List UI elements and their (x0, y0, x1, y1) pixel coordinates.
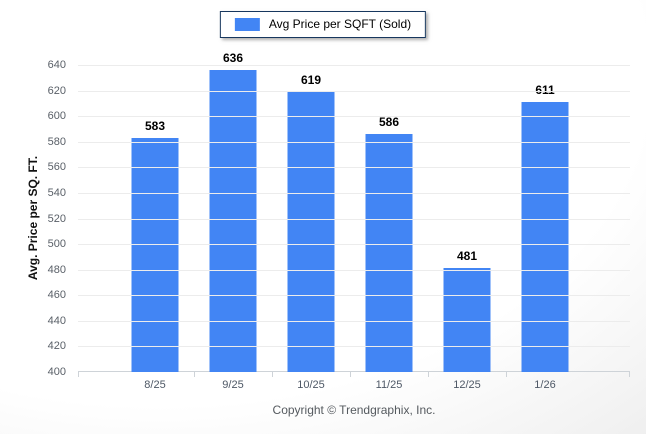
bar-slot: 481 12/25 (428, 65, 506, 391)
copyright-text: Copyright © Trendgraphix, Inc. (272, 403, 436, 417)
gridline (78, 218, 630, 220)
y-tick-label: 440 (47, 314, 66, 327)
gridline (78, 269, 630, 271)
y-tick-label: 420 (47, 340, 66, 353)
y-tick-label: 540 (47, 186, 66, 199)
y-tick-label: 620 (47, 84, 66, 97)
bar-slot: 586 11/25 (350, 65, 428, 391)
bar-12/25 (443, 268, 491, 372)
x-axis-tick (428, 372, 429, 377)
x-axis-tick (350, 372, 351, 377)
gridline (78, 295, 630, 297)
gridline (78, 116, 630, 118)
bar-value-label: 481 (456, 249, 478, 264)
gridline (78, 167, 630, 169)
x-axis-tick (629, 372, 630, 377)
legend-box: Avg Price per SQFT (Sold) (219, 11, 427, 38)
bar-8/25 (131, 137, 179, 372)
legend-label: Avg Price per SQFT (Sold) (268, 17, 412, 31)
bar-10/25 (287, 91, 335, 372)
bar-slot: 619 10/25 (272, 65, 350, 391)
x-axis-tick (506, 372, 507, 377)
y-tick-label: 520 (47, 212, 66, 225)
y-tick-label: 480 (47, 263, 66, 276)
gridline (78, 244, 630, 246)
x-category-label: 8/25 (144, 379, 166, 391)
x-axis-tick (272, 372, 273, 377)
bar-slot: 611 1/26 (506, 65, 584, 391)
y-tick-label: 460 (47, 289, 66, 302)
x-axis-tick (78, 372, 79, 377)
x-category-label: 10/25 (297, 379, 325, 391)
y-tick-label: 500 (47, 238, 66, 251)
bar-value-label: 619 (300, 72, 322, 87)
bar-value-label: 583 (144, 118, 166, 133)
x-category-label: 12/25 (453, 379, 481, 391)
bars-container: 583 8/25 636 9/25 619 10/25 586 11/25 481 12/25 61… (116, 51, 584, 391)
bar-11/25 (365, 134, 413, 372)
bar-value-label: 611 (535, 83, 555, 98)
x-axis-line (78, 371, 630, 372)
x-category-label: 11/25 (375, 379, 403, 391)
bar-value-label: 636 (222, 51, 244, 66)
bar-slot: 583 8/25 (116, 65, 194, 391)
plot-area: 583 8/25 636 9/25 619 10/25 586 11/25 481 12/25 61… (78, 51, 630, 391)
gridline (78, 346, 630, 348)
y-tick-label: 600 (47, 110, 66, 123)
x-category-label: 9/25 (222, 379, 244, 391)
bar-value-label: 586 (378, 115, 400, 130)
y-tick-label: 640 (47, 59, 66, 71)
legend-swatch-icon (234, 17, 260, 31)
gridline (78, 192, 630, 194)
y-tick-label: 560 (47, 161, 66, 174)
gridline (78, 141, 630, 143)
bar-1/26 (521, 102, 569, 372)
gridline (78, 90, 630, 92)
x-category-label: 1/26 (534, 379, 556, 391)
x-axis-tick (194, 372, 195, 377)
gridline (78, 320, 630, 322)
gridline (78, 65, 630, 66)
y-tick-label: 400 (47, 366, 66, 378)
y-tick-label: 580 (47, 135, 66, 148)
